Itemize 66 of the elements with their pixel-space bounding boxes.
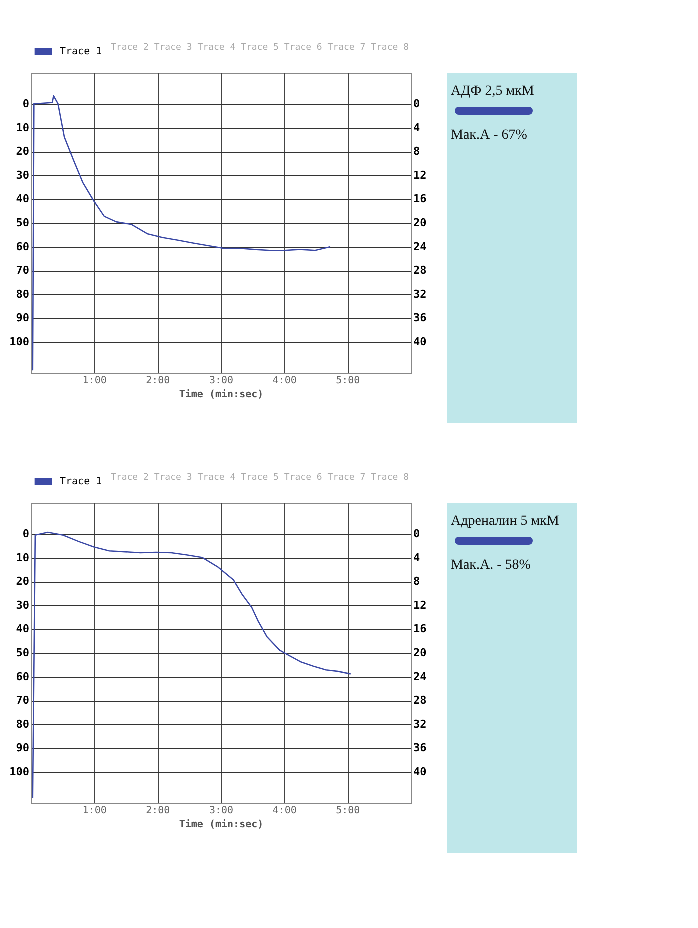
y-tick-label: 100	[10, 336, 30, 349]
x-tick-label: 3:00	[209, 806, 234, 816]
y2-tick-label: 28	[414, 264, 427, 278]
y-tick-label: 90	[16, 312, 30, 325]
x-tick-label: 3:00	[209, 376, 234, 386]
y2-tick-label: 8	[414, 145, 420, 158]
y-tick-label: 80	[16, 288, 30, 301]
y2-tick-label: 40	[414, 766, 427, 779]
line-series	[32, 532, 352, 799]
x-axis-title: Time (min:sec)	[179, 388, 264, 400]
x-tick-label: 5:00	[336, 806, 360, 816]
y-tick-label: 30	[16, 168, 30, 182]
y-tick-label: 80	[16, 718, 30, 731]
y-tick-label: 0	[22, 527, 30, 540]
y2-tick-label: 20	[414, 646, 427, 660]
text: Trace 2 Trace 3 Trace 4 Trace 5 Trace 6 Trace 7 Trace 8	[111, 43, 410, 53]
y-tick-label: 10	[16, 551, 30, 564]
x-tick-label: 1:00	[82, 806, 107, 816]
text: Мак.А - 67%	[451, 128, 528, 143]
y-tick-label: 60	[16, 240, 30, 254]
y2-tick-label: 16	[414, 192, 428, 206]
y2-tick-label: 40	[414, 336, 427, 349]
y2-tick-label: 24	[414, 240, 428, 254]
y-tick-label: 10	[16, 121, 30, 134]
y2-tick-label: 12	[414, 598, 427, 612]
y2-tick-label: 32	[414, 718, 427, 731]
y2-tick-label: 0	[414, 97, 420, 110]
x-axis-title: Time (min:sec)	[179, 818, 264, 830]
y2-tick-label: 0	[414, 527, 420, 540]
y-tick-label: 20	[16, 145, 30, 158]
y-tick-label: 50	[16, 646, 30, 660]
x-tick-label: 2:00	[146, 806, 170, 816]
y-tick-label: 40	[16, 622, 30, 636]
x-tick-label: 4:00	[272, 376, 297, 386]
y-tick-label: 90	[16, 742, 30, 755]
y2-tick-label: 4	[414, 121, 420, 134]
y-tick-label: 40	[16, 192, 30, 206]
x-tick-label: 4:00	[272, 806, 297, 816]
y-tick-label: 30	[16, 598, 30, 612]
legend-label: Trace 1	[60, 476, 102, 488]
text: Мак.А. - 58%	[451, 558, 532, 573]
y2-tick-label: 32	[414, 288, 427, 301]
y2-tick-label: 12	[414, 168, 427, 182]
y2-tick-label: 16	[414, 622, 428, 636]
y-tick-label: 60	[16, 670, 30, 684]
text: Trace 2 Trace 3 Trace 4 Trace 5 Trace 6 Trace 7 Trace 8	[111, 473, 410, 483]
y2-tick-label: 36	[414, 312, 428, 325]
x-tick-label: 1:00	[82, 376, 107, 386]
y-tick-label: 70	[16, 264, 30, 278]
line-series	[32, 95, 332, 372]
y2-tick-label: 28	[414, 694, 427, 708]
x-tick-label: 2:00	[146, 376, 170, 386]
y2-tick-label: 8	[414, 575, 420, 588]
x-tick-label: 5:00	[336, 376, 360, 386]
y2-tick-label: 20	[414, 216, 427, 230]
legend-label: Trace 1	[60, 46, 102, 58]
text: Адреналин 5 мкМ	[451, 514, 560, 529]
y-tick-label: 50	[16, 216, 30, 230]
text: АДФ 2,5 мкМ	[451, 84, 535, 99]
y2-tick-label: 36	[414, 742, 428, 755]
y2-tick-label: 4	[414, 551, 420, 564]
y-tick-label: 100	[10, 766, 30, 779]
y-tick-label: 0	[22, 97, 30, 110]
y-tick-label: 20	[16, 575, 30, 588]
y2-tick-label: 24	[414, 670, 428, 684]
y-tick-label: 70	[16, 694, 30, 708]
